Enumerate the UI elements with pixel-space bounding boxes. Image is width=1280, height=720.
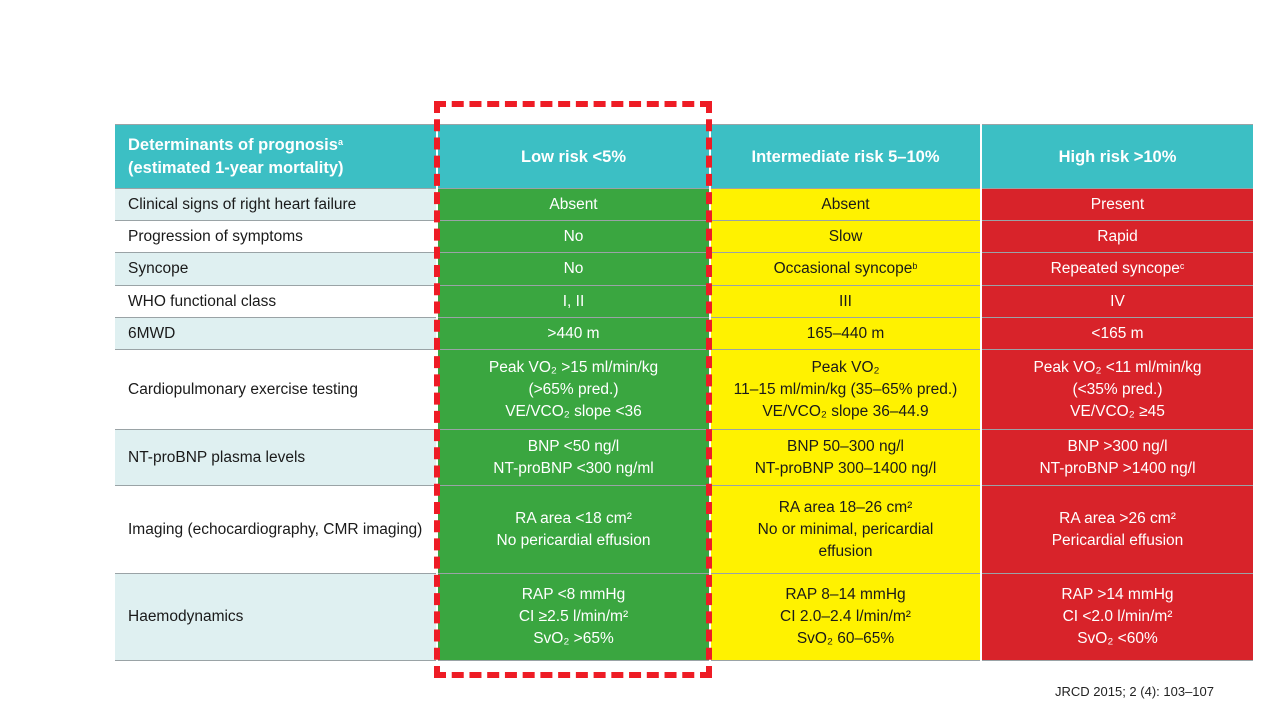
intermediate-risk-cell: RAP 8–14 mmHg CI 2.0–2.4 l/min/m² SvO₂ 6…: [709, 573, 981, 661]
table-row: WHO functional class I, II III IV: [115, 285, 1253, 318]
low-risk-cell: RA area <18 cm² No pericardial effusion: [436, 485, 710, 574]
high-risk-cell: <165 m: [980, 317, 1253, 350]
table-row: Progression of symptoms No Slow Rapid: [115, 220, 1253, 253]
determinants-title: Determinants of prognosis: [128, 135, 338, 154]
low-risk-cell: Peak VO₂ >15 ml/min/kg (>65% pred.) VE/V…: [436, 349, 710, 430]
determinants-header: Determinants of prognosisa (estimated 1-…: [115, 124, 437, 189]
table-row: Syncope No Occasional syncopeb Repeated …: [115, 252, 1253, 286]
intermediate-risk-cell: Slow: [709, 220, 981, 253]
low-risk-cell: No: [436, 220, 710, 253]
row-label: Clinical signs of right heart failure: [115, 188, 437, 221]
determinants-subtitle: (estimated 1-year mortality): [128, 158, 344, 177]
low-risk-cell: BNP <50 ng/l NT-proBNP <300 ng/ml: [436, 429, 710, 486]
low-risk-cell: I, II: [436, 285, 710, 318]
intermediate-risk-cell: Peak VO₂ 11–15 ml/min/kg (35–65% pred.) …: [709, 349, 981, 430]
table-row: Imaging (echocardiography, CMR imaging) …: [115, 485, 1253, 574]
high-risk-header: High risk >10%: [980, 124, 1253, 189]
intermediate-risk-cell: 165–440 m: [709, 317, 981, 350]
intermediate-risk-cell: Occasional syncopeb: [709, 252, 981, 286]
low-risk-cell: RAP <8 mmHg CI ≥2.5 l/min/m² SvO₂ >65%: [436, 573, 710, 661]
row-label: NT-proBNP plasma levels: [115, 429, 437, 486]
high-risk-cell: RA area >26 cm² Pericardial effusion: [980, 485, 1253, 574]
row-label: Imaging (echocardiography, CMR imaging): [115, 485, 437, 574]
intermediate-risk-header: Intermediate risk 5–10%: [709, 124, 981, 189]
high-risk-cell: Present: [980, 188, 1253, 221]
high-risk-cell: Repeated syncopec: [980, 252, 1253, 286]
row-label: Progression of symptoms: [115, 220, 437, 253]
table-header-row: Determinants of prognosisa (estimated 1-…: [115, 124, 1253, 189]
row-label: 6MWD: [115, 317, 437, 350]
high-risk-cell: Peak VO₂ <11 ml/min/kg (<35% pred.) VE/V…: [980, 349, 1253, 430]
table-row: Cardiopulmonary exercise testing Peak VO…: [115, 349, 1253, 430]
row-label: WHO functional class: [115, 285, 437, 318]
low-risk-cell: No: [436, 252, 710, 286]
low-risk-header: Low risk <5%: [436, 124, 710, 189]
row-label: Syncope: [115, 252, 437, 286]
prognosis-risk-table: Determinants of prognosisa (estimated 1-…: [115, 124, 1253, 661]
intermediate-risk-cell: Absent: [709, 188, 981, 221]
intermediate-risk-cell: BNP 50–300 ng/l NT-proBNP 300–1400 ng/l: [709, 429, 981, 486]
row-label: Haemodynamics: [115, 573, 437, 661]
footnote-marker-b: b: [912, 261, 918, 271]
table-row: 6MWD >440 m 165–440 m <165 m: [115, 317, 1253, 350]
table-row: NT-proBNP plasma levels BNP <50 ng/l NT-…: [115, 429, 1253, 486]
table-row: Haemodynamics RAP <8 mmHg CI ≥2.5 l/min/…: [115, 573, 1253, 661]
high-risk-cell: Rapid: [980, 220, 1253, 253]
high-risk-cell: BNP >300 ng/l NT-proBNP >1400 ng/l: [980, 429, 1253, 486]
footnote-marker-a: a: [337, 136, 343, 147]
intermediate-risk-cell: RA area 18–26 cm² No or minimal, pericar…: [709, 485, 981, 574]
low-risk-cell: >440 m: [436, 317, 710, 350]
footnote-marker-c: c: [1179, 261, 1185, 271]
high-risk-cell: IV: [980, 285, 1253, 318]
citation: JRCD 2015; 2 (4): 103–107: [1055, 684, 1214, 699]
row-label: Cardiopulmonary exercise testing: [115, 349, 437, 430]
high-risk-cell: RAP >14 mmHg CI <2.0 l/min/m² SvO₂ <60%: [980, 573, 1253, 661]
table-row: Clinical signs of right heart failure Ab…: [115, 188, 1253, 221]
intermediate-risk-cell: III: [709, 285, 981, 318]
low-risk-cell: Absent: [436, 188, 710, 221]
